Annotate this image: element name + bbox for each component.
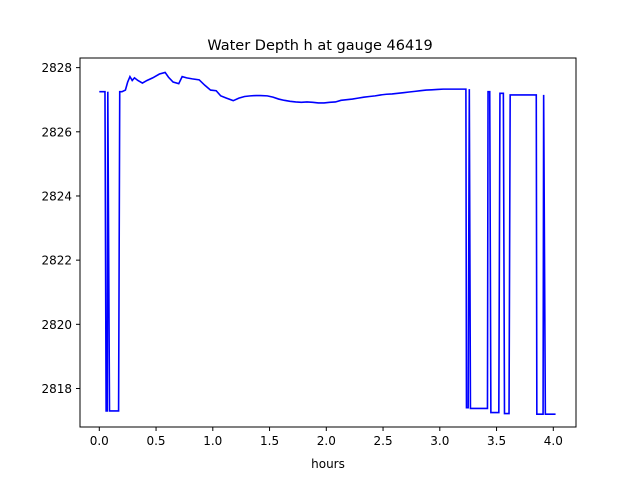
y-axis: 2818 2820 2822 2824 2826 2828 <box>41 61 80 396</box>
x-tick-label: 4.0 <box>544 434 563 448</box>
x-tick-label: 0.5 <box>146 434 165 448</box>
y-tick-label: 2826 <box>41 125 72 139</box>
y-tick-label: 2824 <box>41 189 72 203</box>
x-tick-label: 3.5 <box>487 434 506 448</box>
x-tick-label: 3.0 <box>430 434 449 448</box>
series-layer <box>99 71 556 415</box>
x-tick-label: 1.0 <box>203 434 222 448</box>
x-tick-label: 2.0 <box>317 434 336 448</box>
x-axis-label: hours <box>311 457 345 471</box>
x-tick-label: 0.0 <box>90 434 109 448</box>
chart-title: Water Depth h at gauge 46419 <box>207 38 432 54</box>
series-line-0 <box>99 71 556 415</box>
x-tick-label: 1.5 <box>260 434 279 448</box>
y-tick-label: 2822 <box>41 254 72 268</box>
x-tick-label: 2.5 <box>374 434 393 448</box>
plot-frame <box>79 57 577 428</box>
y-tick-label: 2828 <box>41 61 72 75</box>
y-tick-label: 2820 <box>41 318 72 332</box>
y-tick-label: 2818 <box>41 382 72 396</box>
x-axis: 0.0 0.5 1.0 1.5 2.0 2.5 3.0 3.5 4.0 <box>90 427 563 448</box>
